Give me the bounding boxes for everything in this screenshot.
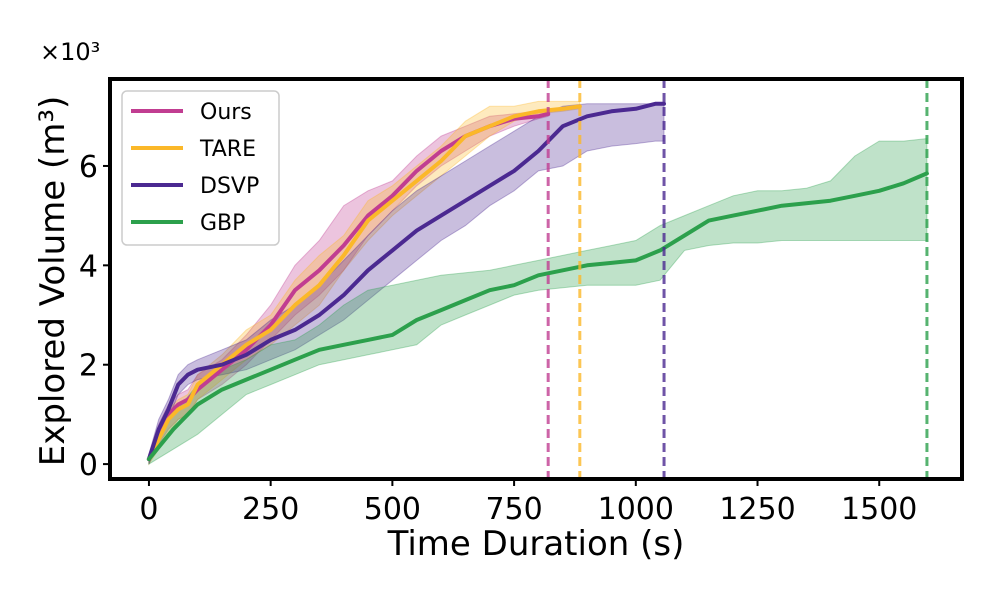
x-tick-label: 1250 [719, 492, 795, 527]
y-axis-label: Explored Volume (m³) [33, 96, 73, 467]
y-axis-ticks: 0 2 4 6 [79, 150, 110, 483]
band-ours [148, 110, 549, 465]
x-tick-label: 500 [364, 492, 421, 527]
legend-label-dsvp: DSVP [200, 174, 259, 199]
series-lines [146, 101, 929, 462]
x-tick-label: 0 [139, 492, 158, 527]
end-time-markers [546, 79, 929, 479]
legend-label-tare: TARE [199, 137, 256, 162]
x-axis-label: Time Duration (s) [387, 524, 685, 564]
legend: Ours TARE DSVP GBP [121, 90, 280, 246]
y-axis-scale-label: ×10³ [40, 38, 100, 66]
x-tick-label: 1000 [598, 492, 674, 527]
y-tick-label: 0 [79, 448, 98, 483]
plot-frame [108, 77, 964, 481]
x-tick-label: 750 [485, 492, 542, 527]
y-tick-label: 4 [79, 249, 98, 284]
legend-label-ours: Ours [200, 100, 252, 125]
series-line-tare [146, 104, 582, 462]
x-tick-label: 250 [242, 492, 299, 527]
series-line-gbp [146, 171, 929, 462]
y-tick-label: 6 [79, 150, 98, 185]
series-line-dsvp [146, 101, 666, 462]
y-tick-label: 2 [79, 349, 98, 384]
legend-label-gbp: GBP [200, 211, 245, 236]
x-tick-label: 1500 [841, 492, 917, 527]
x-axis-ticks: 0 250 500 750 1000 1250 1500 [139, 479, 917, 527]
legend-box [121, 90, 280, 246]
